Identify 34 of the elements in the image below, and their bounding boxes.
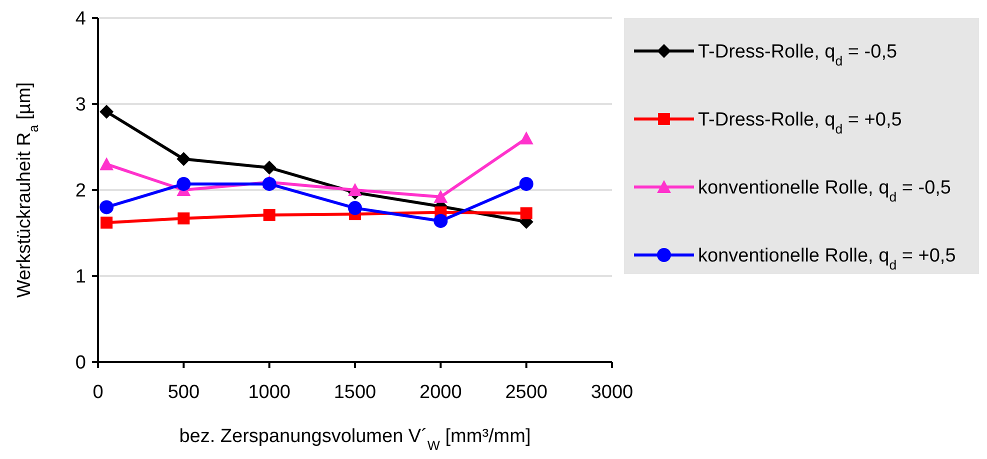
legend-label: T-Dress-Rolle, q$_{d}$ = -0,5 (698, 42, 898, 68)
x-tick-label: 3000 (590, 382, 634, 403)
x-tick-label: 1500 (334, 382, 376, 403)
point (100, 216, 113, 229)
point (434, 190, 448, 203)
x-axis-title: bez. Zerspanungsvolumen V´$_{W}$ [mm³/mm] (179, 426, 531, 452)
legend-label: konventionelle Rolle, q$_{d}$ = +0,5 (698, 246, 956, 272)
point (100, 200, 114, 214)
x-tick-label: 2000 (420, 382, 462, 403)
x-tick-label: 1000 (248, 382, 290, 403)
point (262, 176, 276, 191)
legend-label: konventionelle Rolle, q$_{d}$ = -0,5 (698, 178, 951, 204)
point (519, 131, 534, 144)
y-tick-label: 0 (75, 352, 86, 374)
point (100, 104, 114, 119)
point (348, 183, 362, 196)
point (263, 208, 276, 221)
point (520, 207, 532, 220)
point (176, 176, 191, 191)
point (262, 160, 276, 175)
y-tick-label: 4 (75, 8, 86, 30)
x-tick-label: 500 (168, 382, 200, 403)
y-tick-label: 3 (75, 94, 86, 116)
y-tick-label: 2 (75, 180, 86, 202)
point (100, 157, 114, 170)
point (176, 152, 191, 166)
x-tick-label: 2500 (505, 382, 548, 403)
point (434, 214, 448, 228)
legend-label: T-Dress-Rolle, q$_{d}$ = +0,5 (698, 110, 902, 136)
point (348, 201, 362, 216)
point (519, 176, 534, 191)
y-tick-label: 1 (75, 266, 86, 288)
x-tick-label: 0 (92, 382, 104, 403)
point (178, 212, 190, 224)
